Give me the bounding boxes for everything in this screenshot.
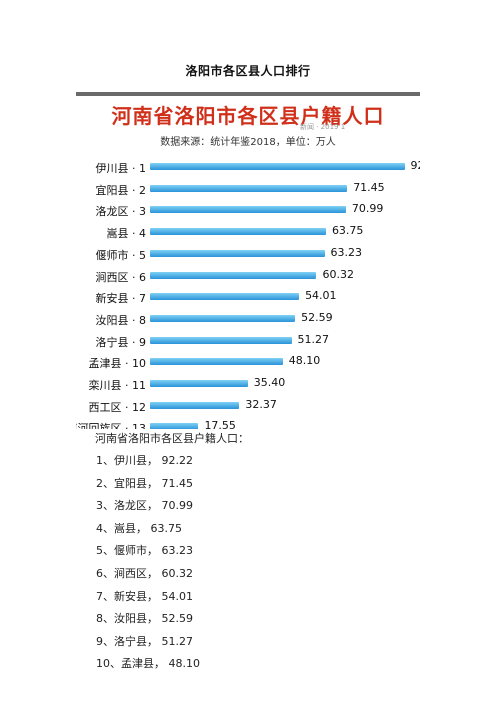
bar-value-label: 70.99 [351, 202, 384, 216]
bar-value-label: 32.37 [245, 397, 277, 411]
bar-category-label: 宜阳县 · 2 [95, 183, 147, 197]
chart-row: 汝阳县 · 8 52.59 [76, 309, 420, 329]
chart-row: 嵩县 · 4 63.75 [76, 222, 420, 242]
bar-category-label: 汝阳县 · 8 [95, 313, 147, 327]
bar-category-label: 新安县 · 7 [95, 292, 147, 306]
population-chart-image: 河南省洛阳市各区县户籍人口 新闻 · 2019 1 数据来源：统计年鉴2018，… [76, 92, 420, 429]
document-title: 洛阳市各区县人口排行 [185, 64, 311, 78]
bar [150, 271, 317, 279]
list-item: 5、偃师市， 63.23 [96, 544, 193, 558]
chart-row: 洛宁县 · 9 51.27 [76, 331, 420, 351]
chart-subtitle: 数据来源：统计年鉴2018，单位：万人 [160, 137, 336, 148]
bar [150, 184, 348, 192]
bar [150, 249, 325, 257]
chart-top-border [76, 92, 420, 96]
bar [150, 423, 199, 429]
bar [150, 358, 283, 366]
bar-value-label: 48.10 [288, 354, 321, 368]
bar-category-label: 西工区 · 12 [88, 400, 147, 414]
bar-category-label: 洛宁县 · 9 [95, 335, 147, 349]
bar-category-label: 涧西区 · 6 [95, 270, 147, 284]
chart-row: 栾川县 · 11 35.40 [76, 374, 420, 394]
list-item: 1、伊川县， 92.22 [96, 454, 193, 467]
bar-category-label: 伊川县 · 1 [95, 162, 147, 175]
bar-category-label: 孟津县 · 10 [88, 357, 147, 371]
list-item: 10、孟津县， 48.10 [96, 657, 200, 671]
bar-value-label: 54.01 [305, 289, 337, 303]
chart-row: 偃师市 · 5 63.23 [76, 244, 420, 264]
list-heading: 河南省洛阳市各区县户籍人口： [95, 432, 249, 445]
bar [150, 401, 240, 409]
bar [150, 293, 300, 301]
list-item: 3、洛龙区， 70.99 [96, 499, 193, 513]
bar-value-label: 63.23 [330, 245, 363, 259]
bar [150, 314, 296, 322]
bar-value-label: 51.27 [297, 332, 330, 346]
chart-row: 宜阳县 · 2 71.45 [76, 179, 420, 199]
bar [150, 380, 248, 387]
chart-row: 伊川县 · 1 92.22 [76, 157, 421, 177]
bar-value-label: 63.75 [331, 224, 364, 238]
list-item: 4、嵩县， 63.75 [96, 521, 182, 535]
chart-row: 涧西区 · 6 60.32 [76, 266, 420, 286]
list-item: 9、洛宁县， 51.27 [96, 634, 193, 648]
chart-row: 孟津县 · 10 48.10 [76, 352, 420, 372]
chart-row: 新安县 · 7 54.01 [76, 287, 420, 307]
bar [150, 206, 346, 214]
list-item: 2、宜阳县， 71.45 [96, 476, 193, 490]
list-item: 7、新安县， 54.01 [96, 589, 193, 603]
chart-title: 河南省洛阳市各区县户籍人口 [111, 104, 385, 128]
chart-row: 洛龙区 · 3 70.99 [76, 200, 420, 220]
bar-value-label: 92.22 [410, 159, 420, 172]
bar-value-label: 52.59 [301, 310, 333, 324]
bar-value-label: 71.45 [353, 180, 385, 194]
bar-category-label: 瀍河回族区 · 13 [76, 422, 146, 429]
bar [150, 228, 326, 236]
bar [150, 336, 292, 344]
bar-category-label: 洛龙区 · 3 [95, 205, 147, 219]
bar-category-label: 偃师市 · 5 [95, 248, 147, 262]
chart-watermark: 新闻 · 2019 1 [300, 123, 346, 131]
bar-value-label: 60.32 [322, 267, 354, 281]
list-item: 8、汝阳县， 52.59 [96, 612, 193, 626]
bar-value-label: 17.55 [204, 419, 236, 429]
chart-row: 瀍河回族区 · 13 17.55 [76, 417, 420, 429]
bar [150, 163, 405, 170]
list-item: 6、涧西区， 60.32 [96, 567, 193, 580]
bar-category-label: 栾川县 · 11 [88, 379, 147, 392]
bar-value-label: 35.40 [253, 376, 286, 389]
bar-category-label: 嵩县 · 4 [106, 227, 147, 241]
chart-row: 西工区 · 12 32.37 [76, 396, 420, 416]
